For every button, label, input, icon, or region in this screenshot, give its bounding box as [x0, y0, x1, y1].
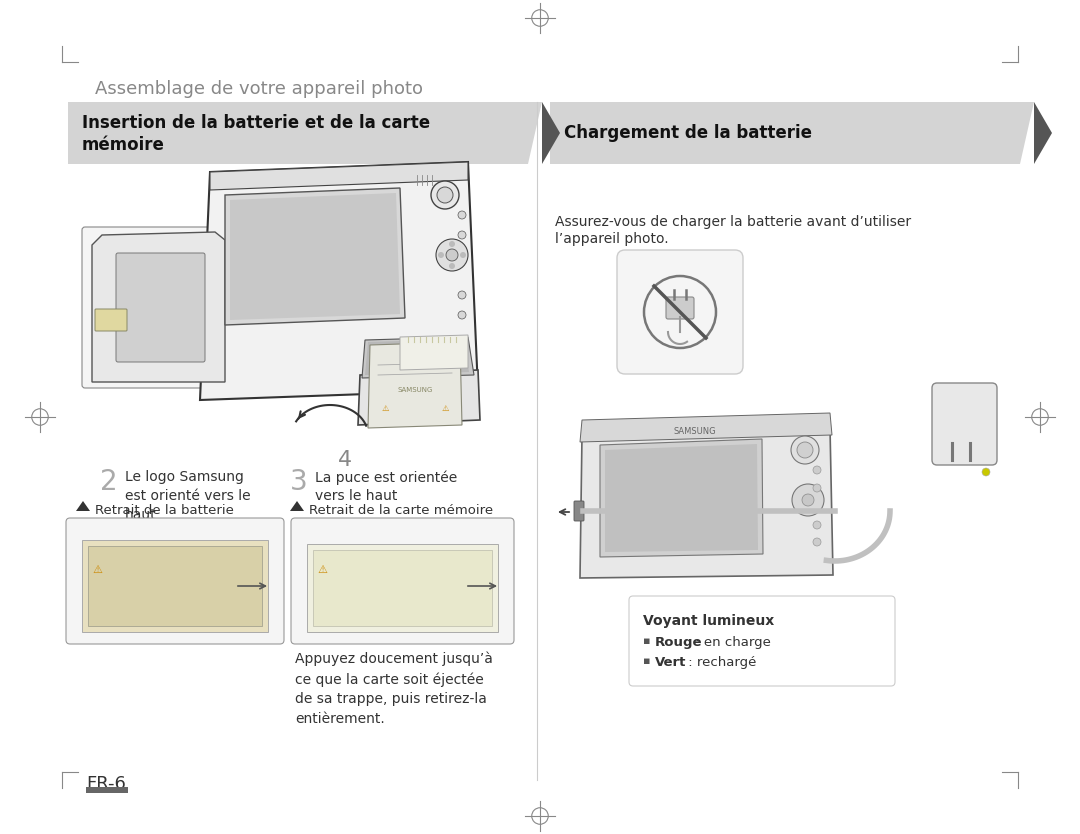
Text: 3: 3	[291, 468, 308, 496]
Polygon shape	[368, 342, 462, 428]
Polygon shape	[82, 540, 268, 632]
Text: ⚠: ⚠	[381, 404, 389, 413]
FancyBboxPatch shape	[617, 250, 743, 374]
Circle shape	[813, 484, 821, 492]
FancyBboxPatch shape	[629, 596, 895, 686]
Circle shape	[458, 311, 465, 319]
Text: Assemblage de votre appareil photo: Assemblage de votre appareil photo	[95, 80, 423, 98]
FancyBboxPatch shape	[573, 501, 584, 521]
Text: SAMSUNG: SAMSUNG	[397, 387, 433, 393]
Circle shape	[460, 252, 465, 258]
Text: Chargement de la batterie: Chargement de la batterie	[564, 124, 812, 142]
Polygon shape	[1034, 102, 1052, 164]
Polygon shape	[291, 501, 303, 511]
Polygon shape	[550, 102, 1034, 164]
Text: : rechargé: : rechargé	[684, 656, 756, 669]
Circle shape	[436, 239, 468, 271]
Text: Le logo Samsung
est orienté vers le
haut: Le logo Samsung est orienté vers le haut	[125, 470, 251, 522]
Polygon shape	[605, 444, 758, 552]
Text: ▪: ▪	[643, 656, 650, 666]
Text: Assurez-vous de charger la batterie avant d’utiliser: Assurez-vous de charger la batterie avan…	[555, 215, 912, 229]
Circle shape	[791, 436, 819, 464]
Circle shape	[458, 291, 465, 299]
FancyBboxPatch shape	[116, 253, 205, 362]
Polygon shape	[400, 335, 468, 370]
Circle shape	[449, 263, 455, 269]
Text: SAMSUNG: SAMSUNG	[674, 427, 716, 436]
FancyBboxPatch shape	[666, 297, 694, 319]
Text: Voyant lumineux: Voyant lumineux	[643, 614, 774, 628]
Text: l’appareil photo.: l’appareil photo.	[555, 232, 669, 246]
Polygon shape	[357, 370, 480, 425]
Polygon shape	[200, 162, 478, 400]
FancyBboxPatch shape	[82, 227, 238, 388]
Polygon shape	[600, 439, 762, 557]
Text: Appuyez doucement jusqu’à
ce que la carte soit éjectée
de sa trappe, puis retire: Appuyez doucement jusqu’à ce que la cart…	[295, 652, 492, 726]
Text: FR-6: FR-6	[86, 775, 126, 793]
Circle shape	[446, 249, 458, 261]
Polygon shape	[87, 546, 262, 626]
Text: ⚠: ⚠	[92, 565, 102, 575]
Polygon shape	[210, 162, 468, 190]
Text: Rouge: Rouge	[654, 636, 702, 649]
Circle shape	[458, 231, 465, 239]
Text: 4: 4	[338, 450, 352, 470]
Polygon shape	[307, 544, 498, 632]
Text: 2: 2	[100, 468, 118, 496]
FancyBboxPatch shape	[95, 309, 127, 331]
Polygon shape	[230, 193, 400, 320]
Circle shape	[802, 494, 814, 506]
Text: mémoire: mémoire	[82, 136, 165, 154]
Circle shape	[797, 442, 813, 458]
FancyBboxPatch shape	[291, 518, 514, 644]
FancyBboxPatch shape	[66, 518, 284, 644]
Polygon shape	[68, 102, 542, 164]
Circle shape	[982, 468, 990, 476]
Circle shape	[813, 538, 821, 546]
Polygon shape	[580, 413, 832, 442]
Polygon shape	[365, 339, 469, 375]
Text: ⚠: ⚠	[442, 404, 449, 413]
Polygon shape	[313, 550, 492, 626]
Circle shape	[431, 181, 459, 209]
Text: Retrait de la batterie: Retrait de la batterie	[95, 505, 234, 518]
Text: ▪: ▪	[643, 636, 650, 646]
Circle shape	[458, 211, 465, 219]
Bar	[86, 787, 129, 793]
Polygon shape	[76, 501, 90, 511]
Polygon shape	[92, 232, 225, 382]
Circle shape	[813, 521, 821, 529]
Polygon shape	[580, 428, 833, 578]
Circle shape	[449, 241, 455, 247]
Text: 1: 1	[105, 250, 123, 278]
Text: La puce est orientée
vers le haut: La puce est orientée vers le haut	[315, 470, 457, 504]
Polygon shape	[225, 188, 405, 325]
Text: ⚠: ⚠	[318, 565, 327, 575]
Text: Retrait de la carte mémoire: Retrait de la carte mémoire	[309, 505, 494, 518]
Text: Vert: Vert	[654, 656, 687, 669]
Circle shape	[437, 187, 453, 203]
Circle shape	[813, 466, 821, 474]
Circle shape	[438, 252, 444, 258]
Text: : en charge: : en charge	[691, 636, 771, 649]
Polygon shape	[362, 337, 474, 378]
Circle shape	[792, 484, 824, 516]
Polygon shape	[542, 102, 561, 164]
FancyBboxPatch shape	[932, 383, 997, 465]
Text: Insertion de la batterie et de la carte: Insertion de la batterie et de la carte	[82, 114, 430, 132]
